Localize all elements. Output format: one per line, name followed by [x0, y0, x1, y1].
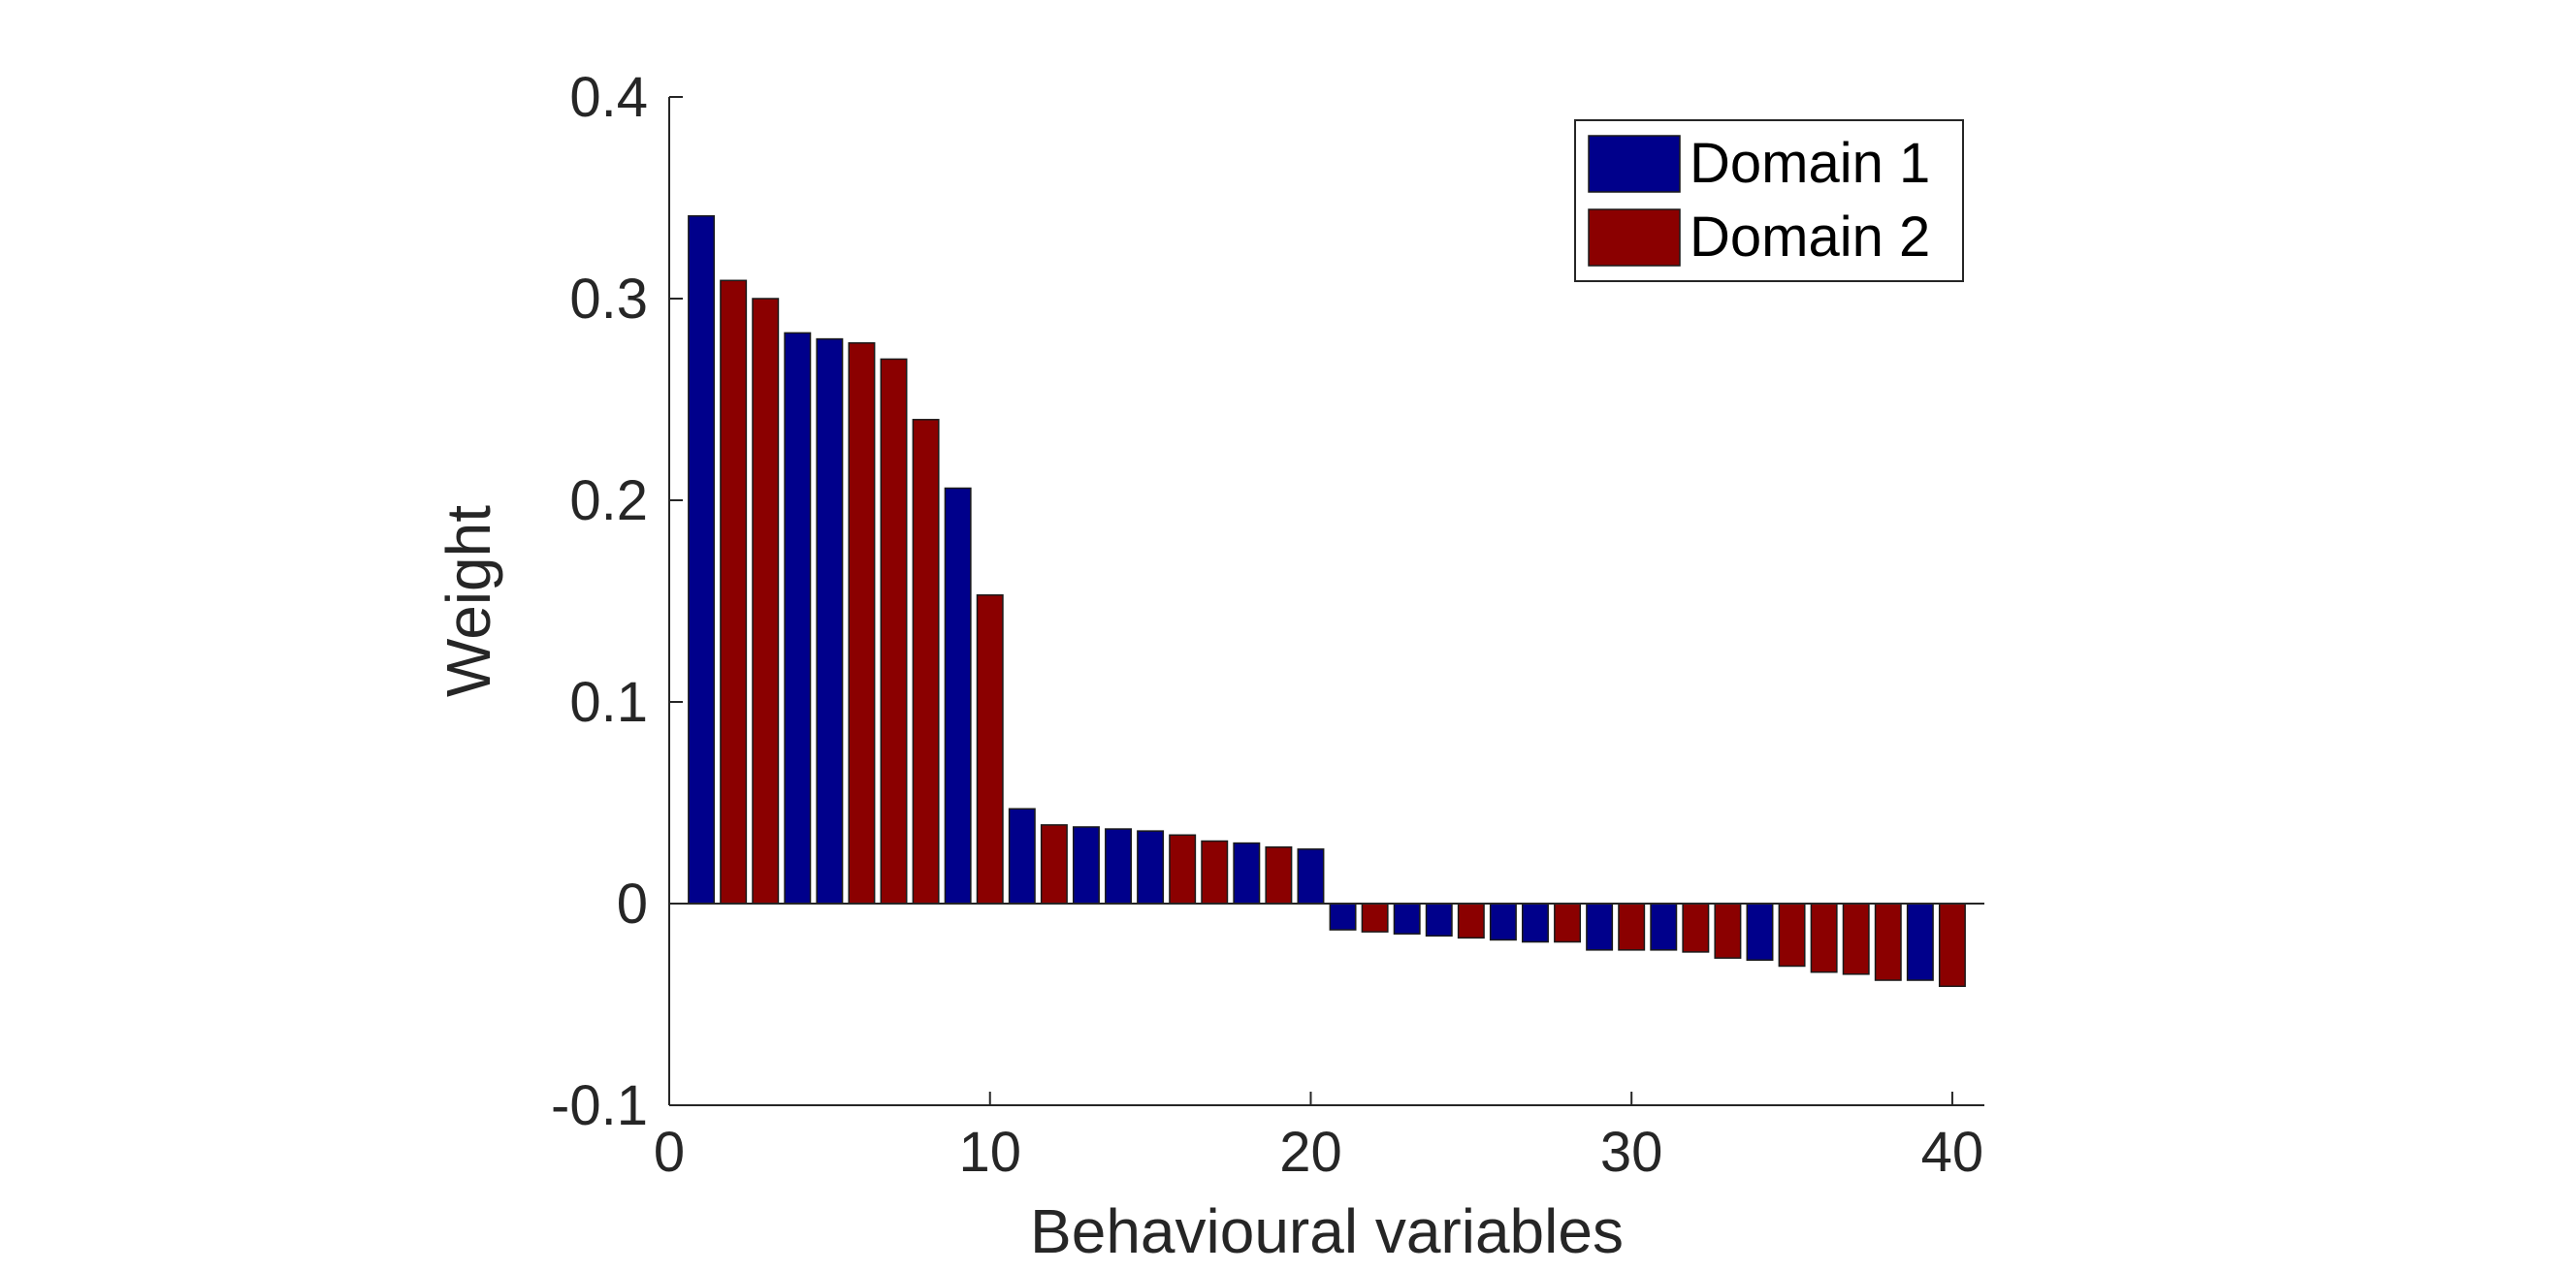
bar-40 [1938, 903, 1966, 988]
bar-36 [1810, 903, 1838, 973]
y-tick-label: 0.1 [569, 671, 648, 734]
legend-label: Domain 1 [1690, 132, 1930, 195]
bar-22 [1361, 903, 1389, 933]
axes-group: -0.100.10.20.30.40 10 20 30 40 [551, 66, 1984, 1184]
bars-group [688, 214, 1966, 988]
bar-31 [1650, 903, 1678, 951]
y-tick-label: 0.3 [569, 268, 648, 331]
y-tick-label: -0.1 [551, 1074, 648, 1137]
bar-32 [1682, 903, 1710, 953]
legend-label: Domain 2 [1690, 206, 1930, 269]
bar-24 [1425, 903, 1453, 938]
bar-4 [784, 332, 812, 905]
bar-25 [1457, 903, 1485, 939]
x-axis-label: Behavioural variables [1030, 1196, 1624, 1266]
bar-15 [1137, 830, 1165, 905]
bar-39 [1906, 903, 1934, 981]
x-tick-label: 10 [958, 1121, 1021, 1184]
y-axis-label: Weight [434, 505, 503, 697]
x-tick-label: 0 [654, 1121, 685, 1184]
bar-6 [848, 342, 876, 905]
bar-5 [816, 337, 844, 905]
bar-16 [1169, 834, 1197, 905]
y-tick-label: 0 [617, 873, 648, 936]
x-tick-label: 20 [1279, 1121, 1342, 1184]
bar-37 [1842, 903, 1870, 975]
legend: Domain 1 Domain 2 [1574, 119, 1964, 282]
bar-13 [1072, 826, 1100, 905]
bar-8 [912, 419, 940, 905]
bar-9 [944, 487, 972, 905]
y-tick-label: 0.4 [569, 66, 648, 129]
bar-30 [1618, 903, 1646, 951]
x-tick-label: 30 [1600, 1121, 1663, 1184]
bar-2 [720, 279, 748, 905]
bar-38 [1874, 903, 1902, 981]
bar-12 [1040, 824, 1068, 905]
bar-18 [1233, 842, 1261, 905]
bar-28 [1554, 903, 1582, 943]
bar-21 [1329, 903, 1357, 931]
bar-33 [1714, 903, 1742, 959]
bar-26 [1489, 903, 1517, 941]
bar-29 [1586, 903, 1614, 951]
bar-23 [1393, 903, 1421, 935]
bar-17 [1201, 840, 1229, 905]
bar-34 [1746, 903, 1774, 961]
x-tick-label: 40 [1921, 1121, 1984, 1184]
bar-27 [1521, 903, 1549, 943]
bar-3 [752, 298, 780, 905]
bar-11 [1008, 808, 1036, 905]
legend-swatch [1588, 135, 1681, 193]
legend-swatch [1588, 208, 1681, 267]
bar-19 [1265, 846, 1293, 905]
bar-20 [1297, 848, 1325, 905]
bar-1 [688, 214, 716, 905]
bar-10 [976, 594, 1004, 905]
y-tick-label: 0.2 [569, 469, 648, 532]
bar-35 [1778, 903, 1806, 968]
bar-14 [1105, 828, 1133, 905]
bar-7 [880, 358, 908, 905]
